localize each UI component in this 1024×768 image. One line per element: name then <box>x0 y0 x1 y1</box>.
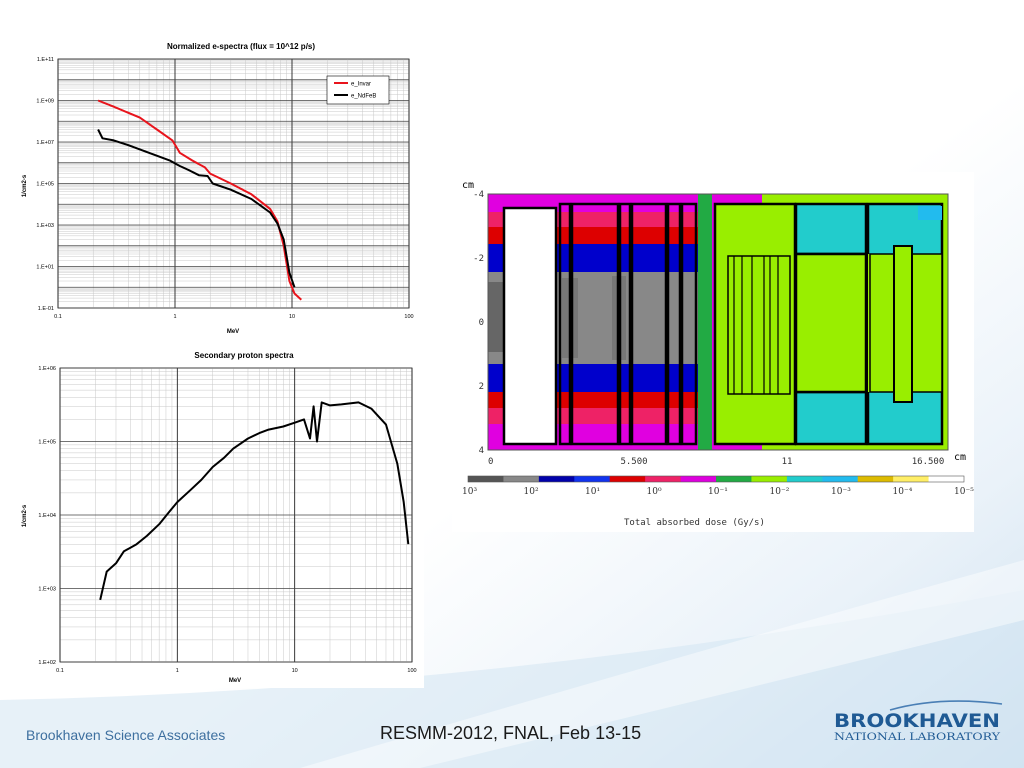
colorbar-tick-label: 10⁻⁴ <box>893 487 913 497</box>
y-tick-labels: 1.E+02 1.E+03 1.E+04 1.E+05 1.E+06 <box>38 366 56 666</box>
x-tick-label: 0.1 <box>56 668 64 674</box>
colorbar-swatch <box>645 476 682 482</box>
colorbar-tick-label: 10⁻² <box>770 487 790 497</box>
y-tick-label: 1.E+07 <box>36 140 54 146</box>
y-tick-label: 1.E+11 <box>37 57 54 63</box>
series-line-series-0 <box>99 401 410 601</box>
colorbar <box>467 475 965 483</box>
series-line-e_invar <box>97 99 302 301</box>
y-tick-label: 2 <box>479 382 484 392</box>
colorbar-label: Total absorbed dose (Gy/s) <box>624 518 765 528</box>
colorbar-swatch <box>857 476 894 482</box>
legend-label-ndfeb: e_NdFeB <box>351 94 376 100</box>
logo-line2: NATIONAL LABORATORY <box>834 732 1000 743</box>
colorbar-swatch <box>680 476 717 482</box>
colorbar-tick-label: 10⁰ <box>647 487 662 497</box>
x-tick-label: 100 <box>407 668 416 674</box>
x-axis-label: MeV <box>229 678 241 684</box>
chart-title: Secondary proton spectra <box>194 351 294 360</box>
right-structure <box>713 202 944 446</box>
left-structure <box>488 202 698 446</box>
x-tick-label: 16.500 <box>912 457 945 467</box>
x-tick-label: 11 <box>782 457 793 467</box>
series-lines <box>99 401 410 601</box>
colorbar-tick-labels: 10³ 10² 10¹ 10⁰ 10⁻¹ 10⁻² 10⁻³ 10⁻⁴ 10⁻⁵ <box>462 487 974 497</box>
y-tick-label: 4 <box>479 446 484 456</box>
y-tick-label: 0 <box>479 318 484 328</box>
dose-map-figure: cm -4 -2 0 2 4 0 5.500 11 16.500 cm <box>452 172 974 532</box>
y-tick-labels: 1.E-01 1.E+01 1.E+03 1.E+05 1.E+07 1.E+09 1.E+… <box>36 57 54 312</box>
y-tick-label: 1.E+02 <box>38 660 56 666</box>
colorbar-swatch <box>716 476 752 482</box>
chart-title: Normalized e-spectra (flux = 10^12 p/s) <box>167 42 315 51</box>
chart-grid <box>59 367 413 663</box>
logo-swoosh <box>889 700 1003 711</box>
colorbar-tick-label: 10⁻⁵ <box>954 487 974 497</box>
series-line-e_ndfeb <box>97 129 296 288</box>
brookhaven-logo: BROOKHAVEN NATIONAL LABORATORY <box>834 700 1003 743</box>
x-tick-labels: 0.1 1 10 100 <box>56 668 416 674</box>
x-tick-label: 0 <box>488 457 493 467</box>
colorbar-swatch <box>609 476 646 482</box>
y-tick-label: -2 <box>473 254 484 264</box>
colorbar-swatch <box>574 476 611 482</box>
legend-label-invar: e_Invar <box>351 82 371 88</box>
x-tick-label: 100 <box>404 314 413 320</box>
footer-event-title: RESMM-2012, FNAL, Feb 13-15 <box>380 723 642 743</box>
colorbar-swatch <box>786 476 823 482</box>
x-tick-label: 1 <box>173 314 176 320</box>
colorbar-tick-label: 10³ <box>462 487 477 497</box>
y-tick-label: 1.E+03 <box>36 223 54 229</box>
y-axis-label: 1/cm2-s <box>22 504 28 527</box>
y-axis-label: 1/cm2-s <box>22 174 28 197</box>
colorbar-tick-label: 10⁻¹ <box>708 487 728 497</box>
y-axis-unit: cm <box>462 180 474 191</box>
x-tick-label: 5.500 <box>620 457 647 467</box>
colorbar-tick-label: 10⁻³ <box>831 487 851 497</box>
x-axis-unit: cm <box>954 452 966 463</box>
colorbar-swatch <box>822 476 859 482</box>
colorbar-swatch <box>503 476 540 482</box>
x-tick-labels: 0 5.500 11 16.500 <box>488 457 944 467</box>
x-tick-label: 10 <box>289 314 295 320</box>
footer-organization: Brookhaven Science Associates <box>26 727 226 743</box>
colorbar-swatch <box>751 476 788 482</box>
y-tick-label: 1.E+06 <box>38 366 56 372</box>
x-axis-label: MeV <box>227 329 239 335</box>
y-tick-label: 1.E+03 <box>38 587 56 593</box>
colorbar-tick-label: 10¹ <box>585 487 600 497</box>
logo-line1: BROOKHAVEN <box>834 710 1000 732</box>
dose-map-body <box>487 193 949 451</box>
colorbar-tick-label: 10² <box>524 487 539 497</box>
colorbar-swatch <box>468 476 504 482</box>
y-tick-label: 1.E+09 <box>36 99 54 105</box>
x-tick-label: 0.1 <box>54 314 62 320</box>
series-lines <box>97 99 302 301</box>
y-tick-label: 1.E+05 <box>36 182 54 188</box>
y-tick-label: -4 <box>473 190 484 200</box>
y-tick-label: 1.E+05 <box>38 440 56 446</box>
x-tick-label: 10 <box>292 668 298 674</box>
colorbar-swatch <box>538 476 575 482</box>
legend: e_Invar e_NdFeB <box>326 75 390 105</box>
y-tick-label: 1.E+04 <box>38 513 56 519</box>
proton-spectra-chart: Secondary proton spectra 1.E+021.E+031.E… <box>14 348 424 688</box>
y-tick-label: 1.E-01 <box>38 306 54 312</box>
colorbar-swatch <box>893 476 930 482</box>
y-tick-label: 1.E+01 <box>36 265 54 271</box>
x-tick-label: 1 <box>176 668 179 674</box>
x-tick-labels: 0.1 1 10 100 <box>54 314 413 320</box>
colorbar-swatch <box>928 476 965 482</box>
y-tick-labels: -4 -2 0 2 4 <box>473 190 484 456</box>
e-spectra-chart: Normalized e-spectra (flux = 10^12 p/s) … <box>14 36 422 338</box>
